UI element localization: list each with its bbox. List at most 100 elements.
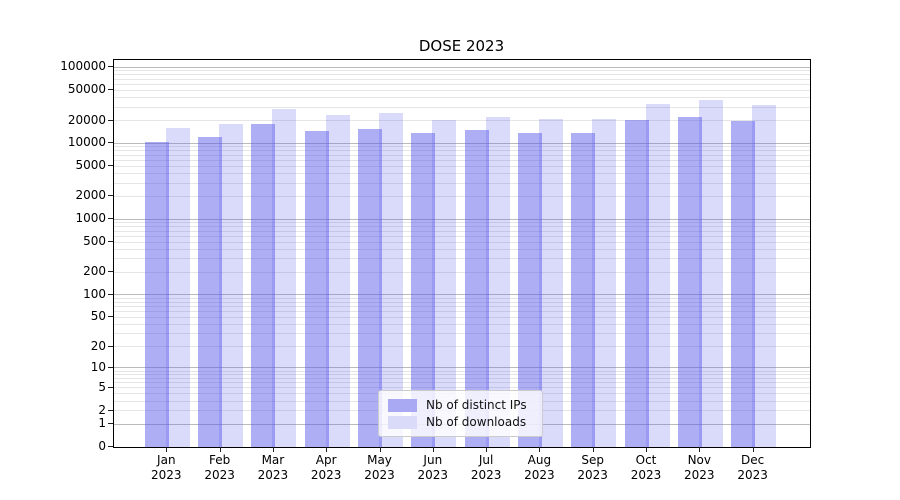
bar-distinct-ips (624, 120, 649, 447)
legend-swatch-downloads (388, 415, 417, 429)
y-tick-label: 2 (98, 402, 106, 417)
major-gridline (114, 294, 810, 296)
x-tick-mark (699, 447, 701, 452)
minor-gridline (114, 89, 810, 91)
minor-gridline (114, 165, 810, 167)
major-gridline (114, 142, 810, 144)
x-tick-year: 2023 (151, 468, 182, 482)
y-tick-mark (108, 446, 113, 447)
x-tick-year: 2023 (204, 468, 235, 482)
y-tick-label: 50 (90, 309, 106, 324)
x-tick-year: 2023 (364, 468, 395, 482)
minor-gridline (114, 387, 810, 389)
x-tick-mark (486, 447, 488, 452)
bar-downloads (698, 100, 723, 447)
bar-downloads (592, 118, 617, 447)
minor-gridline (114, 346, 810, 348)
y-tick-label: 100000 (60, 59, 106, 74)
x-tick-mark (326, 447, 328, 452)
x-tick-label: Aug 2023 (509, 453, 569, 483)
minor-gridline (114, 305, 810, 307)
y-tick-mark (108, 241, 113, 243)
minor-gridline (114, 83, 810, 85)
x-tick-year: 2023 (417, 468, 449, 482)
plot-area (113, 59, 811, 448)
y-tick-mark (108, 195, 113, 197)
minor-gridline (114, 97, 810, 99)
x-tick-mark (272, 447, 274, 452)
minor-gridline (114, 297, 810, 299)
major-gridline (114, 218, 810, 220)
x-tick-month: Jul (478, 453, 494, 467)
minor-gridline (114, 235, 810, 237)
x-tick-label: May 2023 (350, 453, 410, 483)
minor-gridline (114, 241, 810, 243)
minor-gridline (114, 316, 810, 318)
x-tick-label: Sep 2023 (563, 453, 623, 483)
minor-gridline (114, 271, 810, 273)
bar-downloads (645, 104, 670, 447)
y-tick-label: 20000 (67, 112, 106, 127)
minor-gridline (114, 70, 810, 72)
x-tick-label: Jul 2023 (456, 453, 516, 483)
minor-gridline (114, 258, 810, 260)
x-tick-label: Apr 2023 (296, 453, 356, 483)
minor-gridline (114, 195, 810, 197)
y-tick-label: 5 (98, 379, 106, 394)
bar-downloads (272, 108, 297, 447)
y-tick-mark (108, 409, 113, 411)
legend-label-distinct-ips: Nb of distinct IPs (426, 398, 527, 412)
x-tick-label: Mar 2023 (243, 453, 303, 483)
major-gridline (114, 66, 810, 68)
x-tick-mark (379, 447, 381, 452)
y-tick-label: 10000 (67, 135, 106, 150)
y-tick-label: 1 (98, 416, 106, 431)
minor-gridline (114, 74, 810, 76)
y-tick-label: 2000 (75, 188, 106, 203)
x-tick-month: Jun (423, 453, 443, 467)
minor-gridline (114, 146, 810, 148)
x-tick-label: Jan 2023 (136, 453, 196, 483)
minor-gridline (114, 106, 810, 108)
x-tick-month: May (367, 453, 392, 467)
minor-gridline (114, 78, 810, 80)
minor-gridline (114, 324, 810, 326)
bar-distinct-ips (251, 124, 276, 447)
x-tick-label: Dec 2023 (723, 453, 783, 483)
minor-gridline (114, 159, 810, 161)
y-tick-label: 10 (90, 359, 106, 374)
bar-distinct-ips (304, 130, 329, 447)
x-tick-mark (646, 447, 647, 452)
y-tick-mark (108, 142, 113, 144)
y-tick-mark (108, 423, 113, 425)
minor-gridline (114, 370, 810, 372)
minor-gridline (114, 374, 810, 376)
x-tick-year: 2023 (257, 468, 289, 482)
major-gridline (114, 367, 810, 369)
minor-gridline (114, 377, 810, 379)
bar-downloads (165, 127, 190, 447)
y-tick-mark (108, 316, 113, 318)
bar-distinct-ips (571, 132, 596, 447)
minor-gridline (114, 382, 810, 384)
legend-item-distinct-ips: Nb of distinct IPs (388, 398, 533, 412)
y-tick-mark (108, 345, 113, 347)
x-tick-year: 2023 (684, 468, 715, 482)
minor-gridline (114, 222, 810, 224)
x-tick-month: Apr (315, 453, 337, 467)
bar-distinct-ips (198, 137, 223, 447)
y-tick-mark (108, 119, 113, 121)
minor-gridline (114, 173, 810, 175)
y-tick-mark (108, 66, 113, 68)
x-tick-label: Oct 2023 (616, 453, 676, 483)
x-tick-month: Jan (157, 453, 176, 467)
minor-gridline (114, 310, 810, 312)
y-tick-label: 500 (83, 234, 106, 249)
legend-swatch-distinct-ips (388, 398, 417, 412)
minor-gridline (114, 120, 810, 122)
minor-gridline (114, 230, 810, 232)
minor-gridline (114, 301, 810, 303)
y-tick-label: 50000 (67, 82, 106, 97)
x-tick-month: Aug (527, 453, 552, 467)
y-tick-mark (108, 89, 113, 91)
